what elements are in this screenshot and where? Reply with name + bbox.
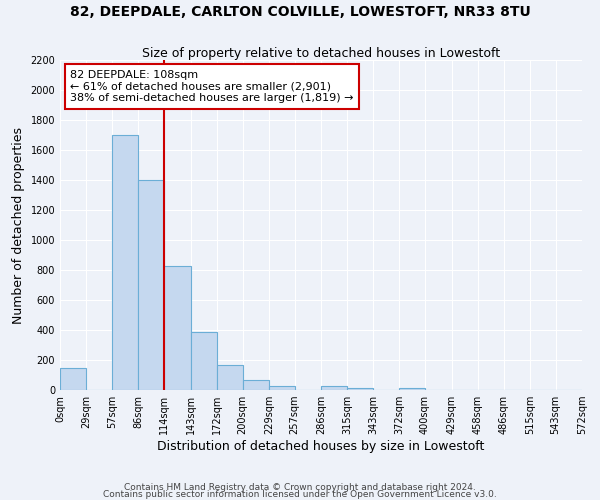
- Bar: [191, 332, 217, 390]
- Bar: [347, 388, 373, 390]
- X-axis label: Distribution of detached houses by size in Lowestoft: Distribution of detached houses by size …: [157, 440, 485, 453]
- Text: 82 DEEPDALE: 108sqm
← 61% of detached houses are smaller (2,901)
38% of semi-det: 82 DEEPDALE: 108sqm ← 61% of detached ho…: [70, 70, 354, 103]
- Bar: [400, 388, 425, 390]
- Title: Size of property relative to detached houses in Lowestoft: Size of property relative to detached ho…: [142, 47, 500, 60]
- Text: Contains HM Land Registry data © Crown copyright and database right 2024.: Contains HM Land Registry data © Crown c…: [124, 484, 476, 492]
- Bar: [217, 365, 242, 390]
- Bar: [60, 368, 86, 390]
- Text: 82, DEEPDALE, CARLTON COLVILLE, LOWESTOFT, NR33 8TU: 82, DEEPDALE, CARLTON COLVILLE, LOWESTOF…: [70, 5, 530, 19]
- Text: Contains public sector information licensed under the Open Government Licence v3: Contains public sector information licen…: [103, 490, 497, 499]
- Bar: [269, 386, 295, 390]
- Bar: [139, 180, 164, 390]
- Y-axis label: Number of detached properties: Number of detached properties: [12, 126, 25, 324]
- Bar: [321, 386, 347, 390]
- Bar: [164, 266, 191, 390]
- Bar: [242, 380, 269, 390]
- Bar: [112, 135, 139, 390]
